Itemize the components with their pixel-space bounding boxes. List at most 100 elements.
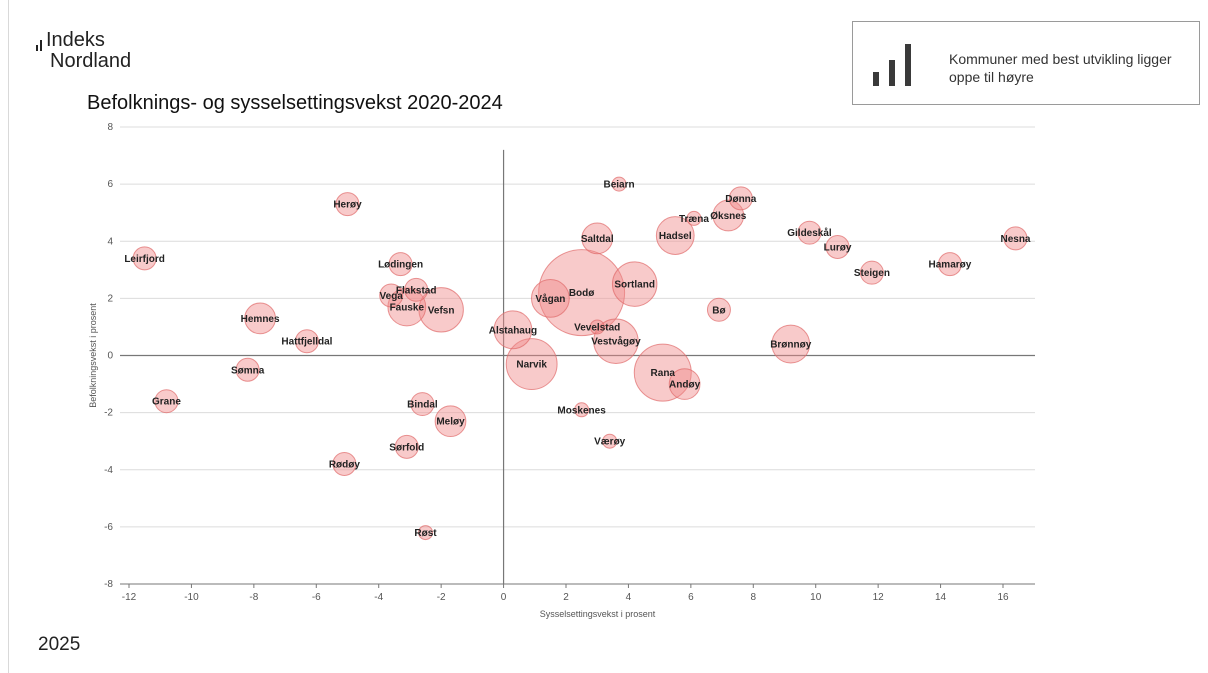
point-label-moskenes: Moskenes [557,405,606,416]
bar-chart-icon [873,40,917,86]
bubble-rana [633,343,692,402]
bubble-røst [418,525,434,541]
bubble-bindal [410,392,435,417]
page-border [8,0,9,673]
point-label-bindal: Bindal [407,400,438,411]
bubble-alstahaug [493,310,533,350]
bubble-flakstad [404,277,429,302]
footer-year: 2025 [38,634,81,655]
bubble-saltdal [581,222,614,255]
point-label-leirfjord: Leirfjord [124,254,165,265]
bubble-moskenes [574,402,590,418]
y-tick-label: 2 [107,293,113,304]
bubble-øksnes [712,199,745,232]
bubble-værøy [602,433,618,449]
point-label-fauske: Fauske [390,302,425,313]
point-labels: Leirfjord Herøy Lødingen FlakstadVegaFauske… [124,180,1031,539]
x-tick-label: -12 [122,592,137,603]
axes: -8 -6 -4 -2 0 2 4 6 8 -12 -10 -8 -6 -4 -2 0 2 4 6 8 10 12 14 16 [104,122,1035,603]
x-tick-label: 12 [873,592,885,603]
bubble-rødøy [332,452,357,477]
bubble-sortland [611,261,658,307]
x-tick-label: 4 [626,592,632,603]
bubble-steigen [859,260,884,285]
y-axis-label: Befolkningsvekst i prosent [88,303,98,408]
point-label-flakstad: Flakstad [396,285,437,296]
y-tick-label: 4 [107,236,113,247]
point-label-vega: Vega [380,291,404,302]
x-tick-label: -2 [437,592,446,603]
point-label-dønna: Dønna [725,194,757,205]
bubble-sørfold [394,434,419,459]
y-tick-label: 0 [107,351,113,362]
point-label-hamarøy: Hamarøy [929,260,972,271]
point-label-sørfold: Sørfold [389,442,424,453]
point-label-steigen: Steigen [854,268,890,279]
point-label-brønnøy: Brønnøy [770,340,812,351]
point-label-lurøy: Lurøy [824,242,852,253]
point-label-hemnes: Hemnes [241,314,280,325]
point-label-saltdal: Saltdal [581,234,614,245]
bubble-vega [379,283,404,308]
chart-title: Befolknings- og sysselsettingsvekst 2020… [87,92,503,114]
y-tick-label: -2 [104,408,113,419]
bubble-dønna [728,186,753,211]
x-axis-label: Sysselsettingsvekst i prosent [540,609,656,619]
bubble-narvik [505,338,558,390]
logo-bars-icon [36,30,44,51]
point-label-beiarn: Beiarn [604,180,635,191]
bubble-lurøy [825,234,850,259]
x-tick-label: 10 [810,592,822,603]
bubble-hadsel [655,216,695,255]
note-box: Kommuner med best utvikling ligger oppe … [852,21,1200,105]
x-tick-label: -4 [374,592,383,603]
y-tick-label: -8 [104,579,113,590]
bubble-andøy [668,368,701,400]
x-tick-label: 8 [751,592,757,603]
point-label-bø: Bø [712,305,726,316]
point-label-bodø: Bodø [569,288,595,299]
bubble-beiarn [611,176,627,192]
bubble-herøy [335,192,360,217]
y-tick-label: -6 [104,522,113,533]
point-label-andøy: Andøy [669,380,701,391]
point-label-vefsn: Vefsn [428,305,455,316]
point-label-røst: Røst [414,528,437,539]
bubble-hemnes [244,302,276,335]
x-tick-label: 2 [563,592,569,603]
point-label-lødingen: Lødingen [378,260,423,271]
bubble-vevelstad [589,319,605,335]
bubble-nesna [1003,226,1028,251]
bubbles [132,176,1028,541]
bubble-vågan [530,278,570,318]
x-tick-label: -6 [312,592,321,603]
logo-line2: Nordland [50,50,132,72]
point-label-hadsel: Hadsel [659,231,692,242]
point-label-træna: Træna [679,214,709,225]
point-label-øksnes: Øksnes [710,211,747,222]
point-label-herøy: Herøy [333,200,362,211]
point-label-sortland: Sortland [614,280,655,291]
x-tick-label: 0 [501,592,507,603]
point-label-narvik: Narvik [516,360,547,371]
point-label-nesna: Nesna [1000,234,1030,245]
bubble-sømna [235,357,260,382]
point-label-vevelstad: Vevelstad [574,322,620,333]
x-tick-label: 14 [935,592,947,603]
x-tick-label: 16 [997,592,1009,603]
bubble-vefsn [418,287,464,333]
y-tick-label: 8 [107,122,113,133]
point-label-vågan: Vågan [535,293,565,305]
logo-line1: Indeks [46,29,105,51]
note-text: Kommuner med best utvikling ligger oppe … [949,51,1172,85]
point-label-værøy: Værøy [594,437,626,448]
x-tick-label: 6 [688,592,694,603]
indeks-nordland-logo: Indeks Nordland [36,30,131,72]
grid-lines [120,126,1035,528]
y-tick-label: -4 [104,465,113,476]
bubble-gildeskål [797,220,822,245]
bubble-vestvågøy [593,318,639,364]
point-label-meløy: Meløy [436,417,465,428]
bubble-lødingen [388,252,413,277]
